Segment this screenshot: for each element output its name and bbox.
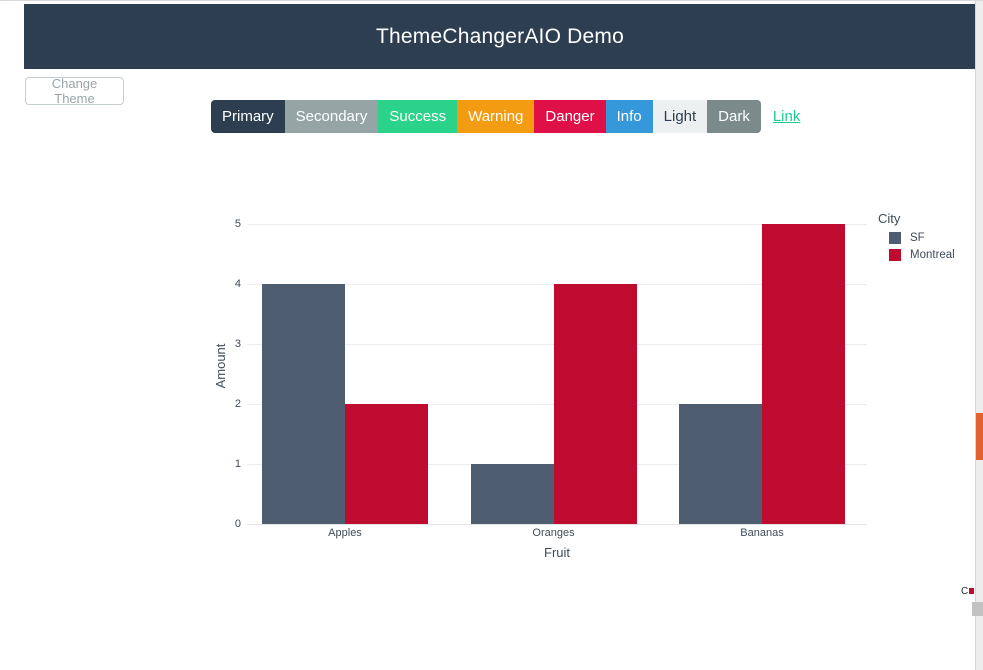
legend-title: City bbox=[878, 211, 901, 226]
x-axis-title: Fruit bbox=[544, 545, 570, 560]
y-tick-label-3: 3 bbox=[234, 338, 241, 350]
page-title: ThemeChangerAIO Demo bbox=[376, 24, 624, 48]
app-header: ThemeChangerAIO Demo bbox=[24, 4, 976, 69]
legend-item-sf[interactable]: SF bbox=[878, 232, 978, 244]
y-tick-label-4: 4 bbox=[234, 278, 241, 290]
legend-label-sf: SF bbox=[910, 232, 925, 244]
theme-button-group: Primary Secondary Success Warning Danger Info… bbox=[211, 100, 800, 133]
button-info[interactable]: Info bbox=[605, 100, 653, 133]
bar-sf-bananas[interactable] bbox=[679, 404, 762, 524]
legend-label-montreal: Montreal bbox=[910, 249, 955, 261]
chart-legend: City SF Montreal bbox=[878, 211, 978, 266]
x-tick-label-bananas: Bananas bbox=[740, 527, 784, 539]
x-tick-label-apples: Apples bbox=[328, 527, 362, 539]
legend-swatch-sf bbox=[889, 232, 901, 244]
button-warning[interactable]: Warning bbox=[457, 100, 535, 133]
bar-montreal-bananas[interactable] bbox=[762, 224, 845, 524]
fragment-text: C bbox=[961, 586, 969, 597]
fragment-red-mark bbox=[969, 588, 975, 594]
button-success[interactable]: Success bbox=[378, 100, 458, 133]
right-scrollbar-track[interactable] bbox=[975, 1, 983, 670]
bar-montreal-oranges[interactable] bbox=[553, 284, 637, 524]
legend-item-montreal[interactable]: Montreal bbox=[878, 249, 978, 261]
button-light[interactable]: Light bbox=[652, 100, 708, 133]
y-tick-label-0: 0 bbox=[234, 518, 241, 530]
button-primary[interactable]: Primary bbox=[211, 100, 285, 133]
y-tick-label-5: 5 bbox=[234, 218, 241, 230]
x-tick-label-oranges: Oranges bbox=[532, 527, 575, 539]
gridline-y5 bbox=[247, 224, 867, 225]
right-edge-orange-block bbox=[976, 413, 983, 460]
button-danger[interactable]: Danger bbox=[534, 100, 606, 133]
y-tick-label-1: 1 bbox=[234, 458, 241, 470]
button-secondary[interactable]: Secondary bbox=[284, 100, 379, 133]
legend-swatch-montreal bbox=[889, 249, 901, 261]
change-theme-button[interactable]: Change Theme bbox=[25, 76, 124, 106]
button-dark[interactable]: Dark bbox=[707, 100, 761, 133]
bar-sf-apples[interactable] bbox=[262, 284, 345, 524]
y-tick-label-2: 2 bbox=[234, 398, 241, 410]
right-edge-text-fragment: C bbox=[961, 586, 983, 599]
gridline-y0 bbox=[247, 524, 867, 525]
bar-sf-oranges[interactable] bbox=[470, 464, 554, 524]
bar-montreal-apples[interactable] bbox=[345, 404, 428, 524]
right-edge-gray-block bbox=[972, 602, 983, 616]
y-axis-title: Amount bbox=[212, 343, 228, 389]
button-link[interactable]: Link bbox=[772, 108, 801, 125]
